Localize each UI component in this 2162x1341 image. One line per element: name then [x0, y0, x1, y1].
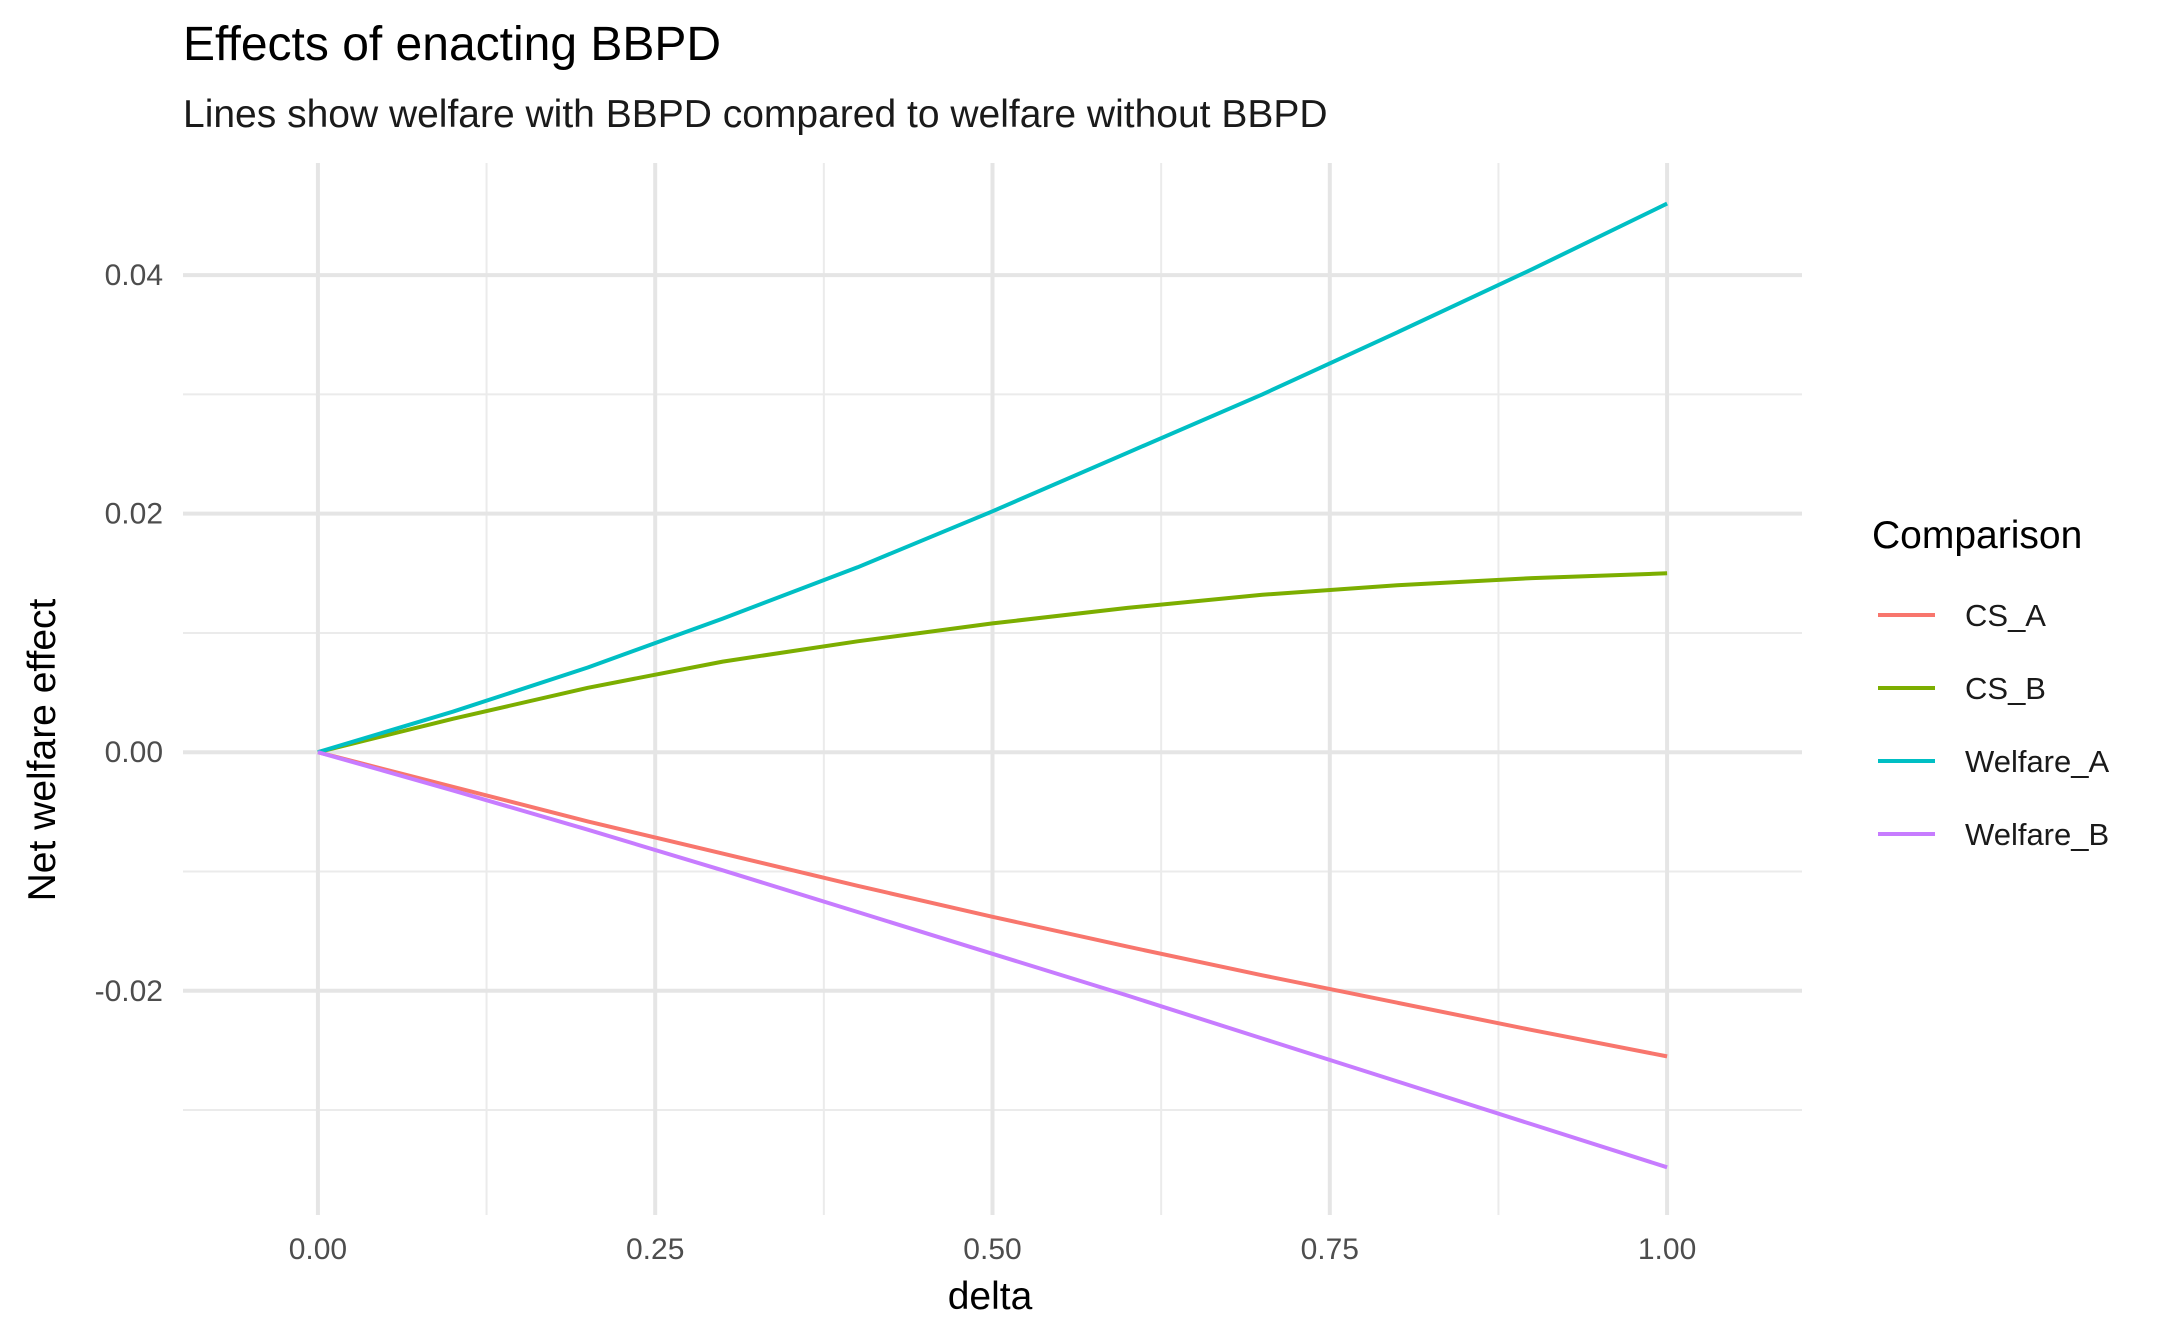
- x-axis-title: delta: [948, 1275, 1033, 1318]
- x-tick-label: 0.50: [963, 1233, 1021, 1266]
- y-axis-title: Net welfare effect: [21, 598, 64, 901]
- legend-label-welfare-b: Welfare_B: [1965, 817, 2109, 852]
- y-tick-label: 0.00: [105, 736, 163, 769]
- x-tick-label: 0.00: [289, 1233, 347, 1266]
- y-tick-label: 0.02: [105, 498, 163, 531]
- series-line-cs-a: [317, 750, 1668, 1059]
- series-line-cs-b: [317, 571, 1668, 755]
- x-tick-label: 1.00: [1638, 1233, 1696, 1266]
- chart-subtitle: Lines show welfare with BBPD compared to…: [183, 93, 1328, 136]
- major-gridlines: [183, 163, 1802, 1215]
- legend-title: Comparison: [1872, 514, 2082, 557]
- series-line-welfare-b: [317, 750, 1668, 1170]
- x-tick-label: 0.25: [626, 1233, 684, 1266]
- legend-items: CS_A CS_B Welfare_A Welfare_B: [1878, 598, 2109, 852]
- y-tick-label: -0.02: [95, 975, 163, 1008]
- series-lines: [317, 201, 1668, 1170]
- y-axis-tick-labels: -0.02 0.00 0.02 0.04: [95, 259, 163, 1008]
- legend: Comparison CS_A CS_B Welfare_A Welfare_B: [1872, 514, 2109, 852]
- legend-label-cs-b: CS_B: [1965, 671, 2046, 706]
- legend-label-cs-a: CS_A: [1965, 598, 2046, 633]
- series-line-welfare-a: [317, 201, 1668, 755]
- y-tick-label: 0.04: [105, 259, 163, 292]
- x-axis-tick-labels: 0.00 0.25 0.50 0.75 1.00: [289, 1233, 1697, 1266]
- x-tick-label: 0.75: [1301, 1233, 1359, 1266]
- chart-title: Effects of enacting BBPD: [183, 18, 721, 71]
- legend-label-welfare-a: Welfare_A: [1965, 744, 2109, 779]
